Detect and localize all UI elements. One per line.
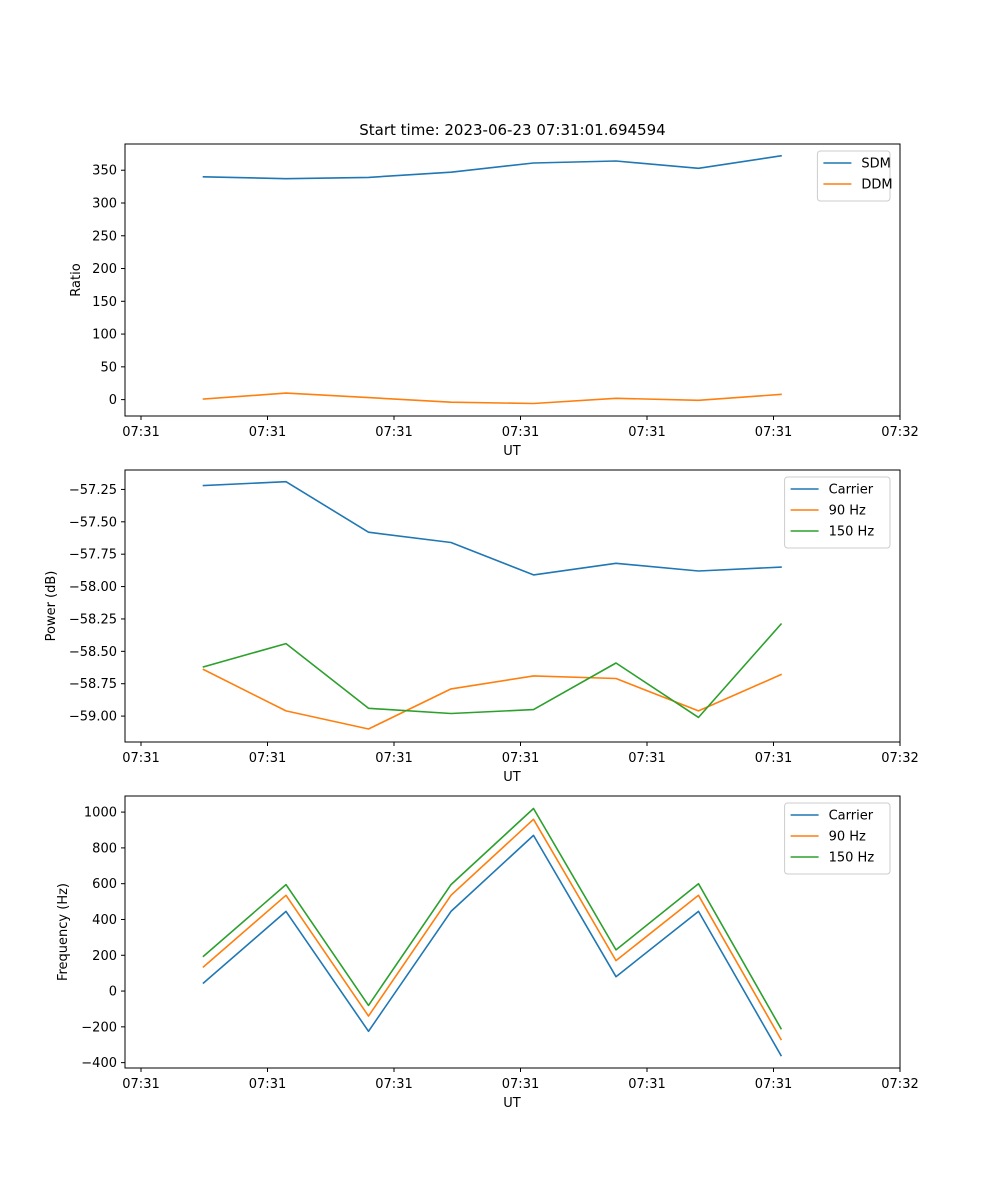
y-tick-label: 300: [92, 196, 117, 211]
x-tick-label: 07:31: [375, 1077, 412, 1092]
y-tick-label: 150: [92, 295, 117, 310]
x-tick-label: 07:31: [249, 1077, 286, 1092]
x-tick-label: 07:31: [628, 425, 665, 440]
y-tick-label: −58.50: [69, 645, 117, 660]
series-line-150-hz: [202, 622, 783, 719]
x-tick-label: 07:31: [375, 751, 412, 766]
series-line-90-hz: [202, 818, 783, 1041]
y-tick-label: 250: [92, 229, 117, 244]
x-tick-label: 07:31: [755, 425, 792, 440]
plot-frame: [124, 795, 901, 1069]
legend-label: 150 Hz: [829, 525, 875, 540]
y-tick-label: −400: [81, 1056, 117, 1071]
y-tick-label: 200: [92, 262, 117, 277]
x-tick-label: 07:31: [755, 1077, 792, 1092]
x-tick-label: 07:31: [502, 1077, 539, 1092]
chart-panel-3: −400 −200 0 200 400 600 800 1000 07:31 07:31 07:31…: [56, 795, 919, 1111]
x-tick-label: 07:32: [881, 425, 918, 440]
legend: Carrier 90 Hz 150 Hz: [784, 802, 891, 875]
legend-label: 90 Hz: [829, 830, 866, 845]
y-axis-label: Frequency (Hz): [56, 883, 71, 981]
x-tick-label: 07:32: [881, 751, 918, 766]
legend-label: Carrier: [829, 809, 874, 824]
plot-frame: [124, 469, 901, 743]
series-line-sdm: [202, 154, 782, 180]
y-tick-label: −57.50: [69, 515, 117, 530]
x-tick-label: 07:31: [122, 751, 159, 766]
series-line-90-hz: [202, 668, 783, 730]
x-tick-label: 07:31: [249, 751, 286, 766]
x-tick-label: 07:32: [881, 1077, 918, 1092]
x-tick-label: 07:31: [628, 1077, 665, 1092]
y-axis-label: Ratio: [69, 263, 84, 296]
y-tick-label: −58.75: [69, 677, 117, 692]
x-tick-label: 07:31: [755, 751, 792, 766]
y-tick-label: 350: [92, 164, 117, 179]
plot-frame: [124, 143, 901, 417]
legend-label: 150 Hz: [829, 851, 875, 866]
y-tick-label: 400: [92, 913, 117, 928]
legend: Carrier 90 Hz 150 Hz: [784, 476, 891, 549]
y-tick-label: 200: [92, 949, 117, 964]
series-line-carrier: [202, 834, 783, 1057]
y-tick-label: 50: [100, 360, 117, 375]
x-tick-label: 07:31: [122, 425, 159, 440]
series-line-150-hz: [202, 807, 783, 1030]
y-tick-label: 1000: [84, 806, 117, 821]
chart-panel-2: −59.00 −58.75 −58.50 −58.25 −58.00 −57.75 −57.…: [44, 469, 919, 785]
x-axis-label: UT: [503, 770, 521, 785]
legend-label: SDM: [861, 157, 890, 172]
y-tick-label: −58.25: [69, 612, 117, 627]
legend: SDM DDM: [816, 150, 893, 202]
y-axis-label: Power (dB): [44, 571, 59, 642]
y-tick-label: −200: [81, 1020, 117, 1035]
series-line-ddm: [202, 392, 782, 405]
legend-label: 90 Hz: [829, 504, 866, 519]
y-tick-label: −58.00: [69, 580, 117, 595]
x-axis-label: UT: [503, 1096, 521, 1111]
x-axis-label: UT: [503, 444, 521, 459]
x-tick-label: 07:31: [249, 425, 286, 440]
y-tick-label: 600: [92, 877, 117, 892]
y-tick-label: −57.25: [69, 483, 117, 498]
y-tick-label: 800: [92, 841, 117, 856]
x-tick-label: 07:31: [375, 425, 412, 440]
legend-label: DDM: [861, 178, 892, 193]
y-tick-label: 100: [92, 328, 117, 343]
x-tick-label: 07:31: [502, 751, 539, 766]
y-tick-label: −57.75: [69, 548, 117, 563]
y-tick-label: 0: [109, 985, 117, 1000]
x-tick-label: 07:31: [122, 1077, 159, 1092]
y-tick-label: 0: [109, 393, 117, 408]
series-line-carrier: [202, 480, 782, 576]
y-tick-label: −59.00: [69, 710, 117, 725]
x-tick-label: 07:31: [502, 425, 539, 440]
x-tick-label: 07:31: [628, 751, 665, 766]
chart-panel-1: 0 50 100 150 200 250 300 350 07:31 07:31 07:31 07:3…: [69, 121, 919, 459]
legend-label: Carrier: [829, 483, 874, 498]
chart-title: Start time: 2023-06-23 07:31:01.694594: [359, 121, 665, 139]
